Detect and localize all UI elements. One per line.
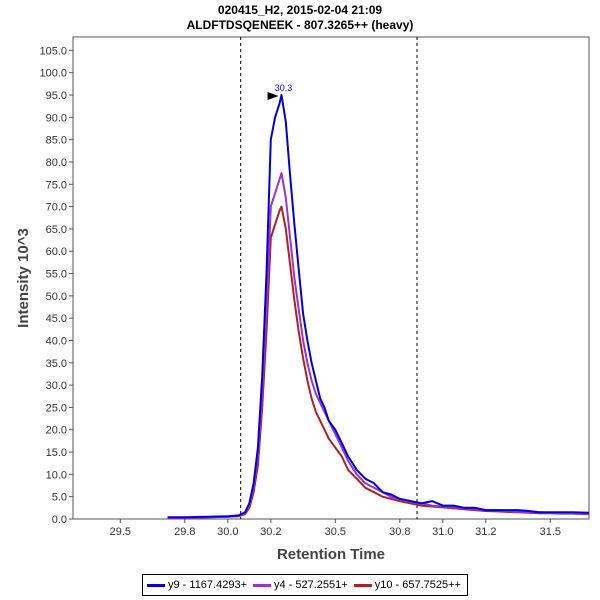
x-tick-label: 30.0: [217, 526, 238, 538]
y-tick-label: 90.0: [46, 112, 67, 124]
x-tick-label: 29.5: [110, 526, 131, 538]
legend-label-y4: y4 - 527.2551+: [274, 579, 348, 591]
y-tick-label: 30.0: [46, 380, 67, 392]
legend-label-y9: y9 - 1167.4293+: [168, 579, 247, 591]
y-tick-label: 100.0: [39, 68, 67, 80]
legend-item-y10: y10 - 657.7525++: [353, 579, 461, 591]
y-tick-label: 95.0: [46, 90, 67, 102]
y-tick-label: 55.0: [46, 269, 67, 281]
x-tick-label: 30.8: [389, 526, 410, 538]
y-tick-label: 80.0: [46, 157, 67, 169]
y-tick-label: 10.0: [46, 469, 67, 481]
y-tick-label: 40.0: [46, 335, 67, 347]
y-tick-label: 45.0: [46, 313, 67, 325]
peak-marker-icon: [267, 92, 279, 101]
y-tick-label: 25.0: [46, 402, 67, 414]
x-tick-label: 31.5: [540, 526, 561, 538]
legend-swatch-y10: [353, 583, 372, 587]
x-axis-title: Retention Time: [277, 546, 385, 563]
chart-title-line1: 020415_H2, 2015-02-04 21:09: [217, 3, 383, 17]
x-tick-label: 30.2: [260, 526, 281, 538]
x-tick-label: 31.2: [475, 526, 496, 538]
plot-frame: [72, 36, 590, 520]
y-tick-label: 0.0: [52, 514, 67, 526]
legend-swatch-y4: [253, 583, 271, 587]
legend-item-y9: y9 - 1167.4293+: [147, 579, 247, 591]
x-tick-label: 31.0: [432, 526, 453, 538]
y-tick-label: 5.0: [52, 492, 67, 504]
chart-legend: y9 - 1167.4293+ y4 - 527.2551+ y10 - 657…: [142, 574, 468, 596]
y-tick-label: 15.0: [46, 447, 67, 459]
legend-item-y4: y4 - 527.2551+: [253, 579, 348, 591]
y-tick-label: 105.0: [39, 45, 67, 57]
y-tick-label: 60.0: [46, 246, 67, 258]
x-tick-label: 30.5: [325, 526, 346, 538]
series-line-y4: [167, 172, 589, 519]
y-axis-title: Intensity 10^3: [15, 228, 32, 328]
peak-label: 30.3: [275, 83, 293, 93]
legend-swatch-y9: [147, 583, 165, 587]
legend-label-y10: y10 - 657.7525++: [374, 579, 461, 591]
series-line-y10: [167, 205, 589, 519]
y-tick-label: 20.0: [46, 425, 67, 437]
chart-title-line2: ALDFTDSQENEEK - 807.3265++ (heavy): [186, 18, 414, 32]
x-tick-label: 29.8: [174, 526, 195, 538]
y-tick-label: 50.0: [46, 291, 67, 303]
y-tick-label: 65.0: [46, 224, 67, 236]
series-line-y9: [167, 94, 589, 519]
y-tick-label: 70.0: [46, 202, 67, 214]
y-tick-label: 85.0: [46, 135, 67, 147]
y-tick-label: 35.0: [46, 358, 67, 370]
y-tick-label: 75.0: [46, 179, 67, 191]
